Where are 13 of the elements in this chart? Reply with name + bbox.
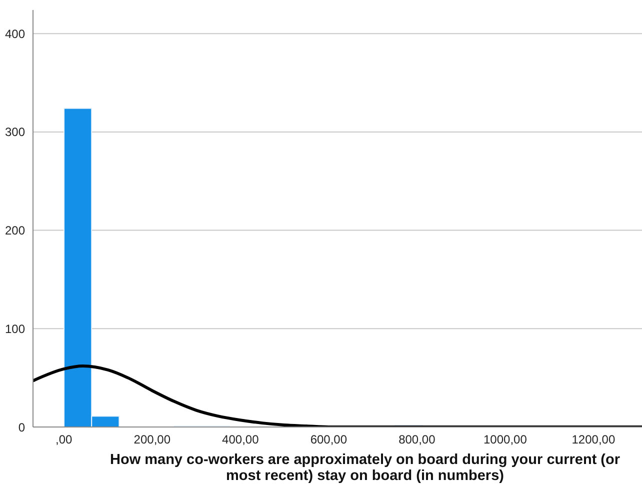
x-tick-label: 800,00: [398, 432, 436, 447]
y-tick-label: 400: [4, 26, 26, 41]
x-tick-label: 600,00: [310, 432, 348, 447]
x-axis-title: How many co-workers are approximately on board during your current (or most recent) stay on board (in numbers): [108, 452, 622, 484]
y-tick-label: 200: [4, 224, 26, 238]
x-tick-label: 400,00: [222, 432, 260, 447]
y-tick-label: 300: [4, 125, 26, 140]
x-tick-label: 1200,00: [572, 432, 616, 447]
y-tick-label: 100: [4, 322, 26, 336]
x-tick-label: 1000,00: [484, 432, 528, 447]
x-tick-label: 200,00: [134, 432, 171, 447]
y-tick-label: 0: [18, 420, 26, 434]
x-tick-label: ,00: [56, 432, 73, 447]
